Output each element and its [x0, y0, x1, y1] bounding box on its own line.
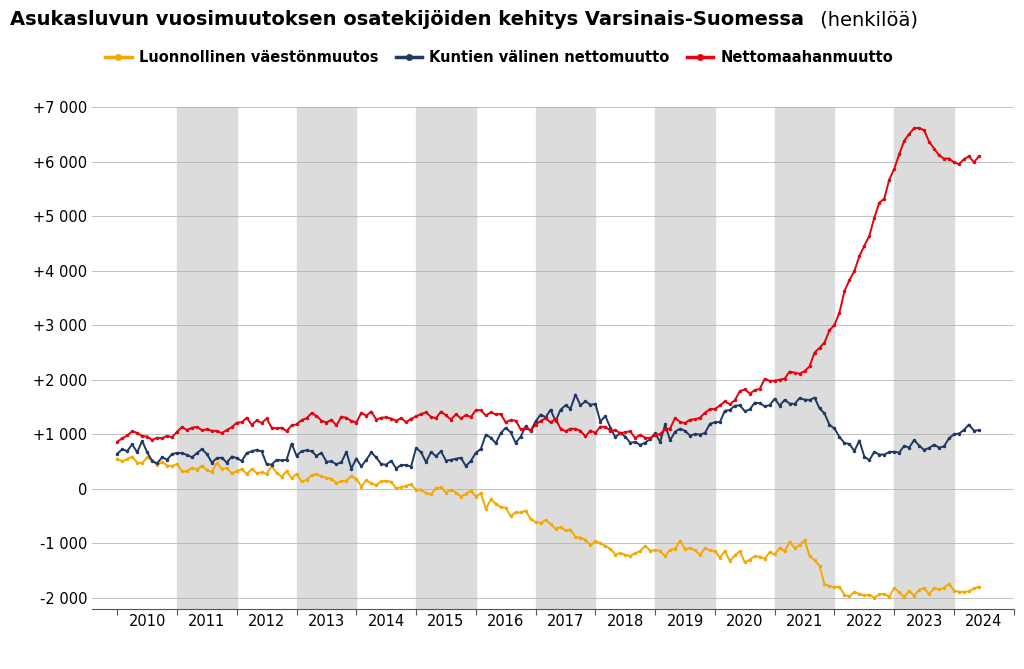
Bar [775, 107, 835, 609]
Bar [894, 107, 954, 609]
Bar [536, 107, 595, 609]
Text: Asukasluvun vuosimuutoksen osatekijöiden kehitys Varsinais-Suomessa: Asukasluvun vuosimuutoksen osatekijöiden… [10, 10, 804, 29]
Legend: Luonnollinen väestönmuutos, Kuntien välinen nettomuutto, Nettomaahanmuutto: Luonnollinen väestönmuutos, Kuntien väli… [99, 44, 899, 71]
Bar [297, 107, 356, 609]
Text: (henkilöä): (henkilöä) [814, 10, 919, 29]
Bar [416, 107, 476, 609]
Bar [655, 107, 715, 609]
Bar [177, 107, 237, 609]
